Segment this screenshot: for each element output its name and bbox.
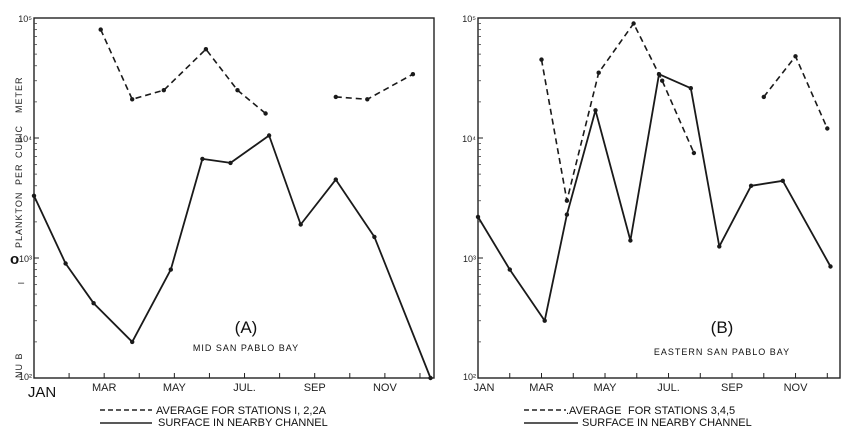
legend-left: AVERAGE FOR STATIONS I, 2,2A SURFACE IN … [100, 405, 328, 428]
average-point [825, 126, 830, 131]
average-point [130, 97, 135, 102]
panel-b-y-ticks: 10² 10³ 10⁴ 10⁵ [462, 14, 483, 382]
surface-point [200, 156, 205, 162]
x-tick-label: JAN [28, 384, 56, 401]
surface-point [168, 267, 173, 272]
y-axis-mark-dash: – [18, 277, 25, 289]
surface-point [228, 160, 233, 166]
panel-a-subtitle: MID SAN PABLO BAY [193, 343, 299, 353]
average-point [365, 97, 370, 102]
surface-point [593, 108, 598, 113]
average-point [596, 70, 601, 75]
surface-point [333, 177, 338, 182]
average-point [631, 21, 636, 26]
panel-a-y-ticks: 10² 10³ 10⁴ 10⁵ [18, 14, 39, 382]
surface-point [780, 178, 785, 183]
surface-point [91, 301, 96, 306]
surface-point [688, 86, 693, 91]
panel-b-subtitle: EASTERN SAN PABLO BAY [654, 347, 790, 357]
y-tick-label: 10⁴ [462, 134, 476, 144]
panel-b: 10² 10³ 10⁴ 10⁵ JAN MAR MAY JUL. SEP NOV (B) EAS… [462, 14, 841, 394]
surface-point [130, 339, 135, 345]
surface-point [298, 222, 303, 227]
average-point [333, 94, 338, 100]
average-point [761, 94, 766, 100]
y-tick-label: 10⁵ [462, 14, 476, 24]
average-point [263, 111, 268, 116]
surface-point [428, 375, 433, 381]
surface-point [542, 318, 547, 323]
legend-right: .AVERAGE FOR STATIONS 3,4,5 SURFACE IN N… [524, 405, 752, 428]
y-tick-label: 10² [19, 372, 32, 382]
y-axis-label-plankton: PLANKTON [14, 192, 24, 248]
legend-right-dashed-label-b: FOR STATIONS 3,4,5 [628, 405, 735, 417]
series-surface-line [33, 134, 432, 379]
y-axis-label-meter: METER [14, 77, 24, 114]
x-tick-label: MAR [92, 382, 117, 394]
surface-point [372, 234, 377, 240]
x-tick-label: JAN [474, 382, 495, 394]
panel-b-label: (B) [711, 318, 734, 337]
y-axis-mark-o: o [10, 251, 19, 268]
x-tick-label: MAR [529, 382, 554, 394]
average-point [161, 88, 166, 93]
x-tick-label: NOV [784, 382, 809, 394]
average-point [203, 47, 209, 52]
x-tick-label: JUL. [657, 382, 680, 394]
panel-a: 10² 10³ 10⁴ 10⁵ JAN MAR MAY JUL. SEP NOV (A) MID… [10, 14, 435, 401]
average-point [793, 54, 798, 59]
y-tick-label: 10⁴ [18, 134, 32, 144]
average-point [660, 78, 665, 83]
panel-a-label: (A) [235, 318, 258, 337]
series-average-line [335, 73, 414, 101]
average-point [235, 88, 240, 93]
panel-b-series [475, 21, 833, 323]
average-point [691, 150, 697, 156]
average-point [539, 57, 544, 62]
surface-point [628, 238, 633, 243]
series-average-line [763, 55, 829, 129]
series-average-line [540, 22, 695, 202]
legend-left-dashed-label: AVERAGE FOR STATIONS I, 2,2A [156, 405, 327, 417]
legend-left-solid-label: SURFACE IN NEARBY CHANNEL [158, 417, 328, 428]
surface-point [564, 212, 570, 217]
y-tick-label: 10² [463, 372, 476, 382]
x-tick-label: MAY [594, 382, 618, 394]
y-axis-label-cubic: CUBIC [14, 125, 24, 158]
y-tick-label: 10⁵ [18, 14, 32, 24]
x-tick-label: SEP [721, 382, 743, 394]
x-tick-label: JUL. [233, 382, 256, 394]
panel-a-series [31, 27, 433, 381]
x-tick-label: SEP [304, 382, 326, 394]
legend-right-dashed-label-a: .AVERAGE [566, 405, 621, 417]
average-point [564, 198, 570, 203]
x-tick-label: NOV [373, 382, 398, 394]
average-point [98, 27, 103, 32]
panel-b-x-ticks: JAN MAR MAY JUL. SEP NOV [474, 373, 828, 394]
surface-point [63, 261, 68, 266]
panel-b-frame [477, 17, 841, 379]
surface-point [31, 193, 37, 198]
y-tick-label: 10³ [19, 254, 32, 264]
surface-point [475, 214, 481, 220]
series-average-line [99, 29, 267, 115]
surface-point [717, 244, 722, 249]
average-point [410, 72, 416, 77]
surface-point [828, 264, 833, 269]
surface-point [507, 267, 512, 272]
surface-point [656, 72, 662, 77]
x-tick-label: MAY [163, 382, 187, 394]
y-axis-label-number: NU B [14, 352, 24, 378]
panel-a-x-ticks: JAN MAR MAY JUL. SEP NOV [28, 373, 421, 401]
surface-point [266, 133, 272, 138]
series-surface-line [477, 73, 832, 322]
y-tick-label: 10³ [463, 254, 476, 264]
legend-right-solid-label: SURFACE IN NEARBY CHANNEL [582, 417, 752, 428]
y-axis-label-per: PER [14, 163, 24, 185]
surface-point [748, 183, 754, 188]
